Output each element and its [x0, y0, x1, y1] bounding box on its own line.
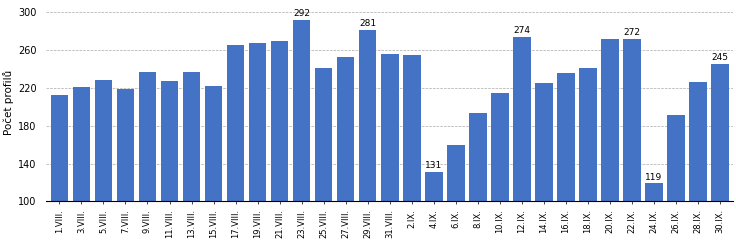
Bar [403, 55, 420, 241]
Text: 131: 131 [425, 161, 442, 170]
Bar [138, 72, 156, 241]
Bar [535, 83, 553, 241]
Text: 119: 119 [645, 173, 662, 181]
Bar [645, 183, 662, 241]
Text: 245: 245 [712, 54, 729, 62]
Bar [623, 39, 641, 241]
Bar [183, 72, 200, 241]
Bar [337, 57, 355, 241]
Bar [359, 30, 377, 241]
Bar [117, 89, 134, 241]
Bar [491, 93, 509, 241]
Bar [557, 73, 575, 241]
Bar [447, 145, 464, 241]
Text: 292: 292 [293, 9, 310, 18]
Bar [249, 43, 266, 241]
Bar [469, 114, 486, 241]
Bar [227, 45, 244, 241]
Bar [95, 80, 113, 241]
Bar [667, 115, 684, 241]
Text: 274: 274 [513, 26, 531, 35]
Bar [160, 81, 178, 241]
Bar [601, 39, 619, 241]
Bar [205, 86, 222, 241]
Bar [271, 41, 289, 241]
Bar [513, 37, 531, 241]
Bar [579, 68, 597, 241]
Y-axis label: Počet profilů: Počet profilů [3, 69, 14, 135]
Bar [73, 87, 91, 241]
Bar [711, 64, 729, 241]
Text: 281: 281 [359, 19, 376, 28]
Bar [293, 20, 311, 241]
Bar [315, 68, 333, 241]
Bar [689, 82, 707, 241]
Text: 272: 272 [623, 28, 640, 37]
Bar [381, 54, 398, 241]
Bar [51, 94, 68, 241]
Bar [425, 172, 442, 241]
